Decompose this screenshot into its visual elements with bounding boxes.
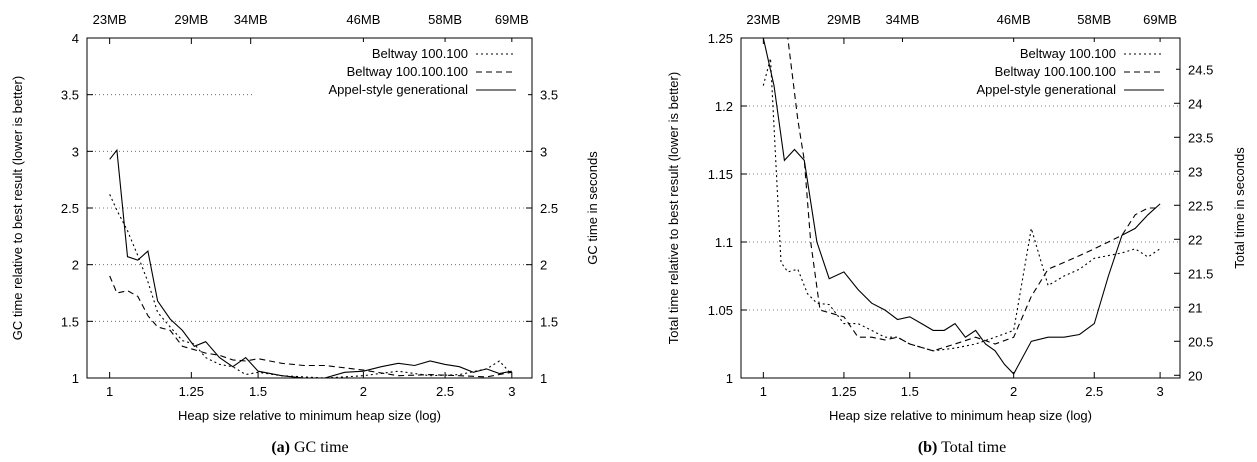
caption-text: GC time	[290, 439, 349, 456]
x-tick-label: 2	[1010, 384, 1017, 399]
plot-frame	[740, 37, 1181, 379]
y2-tick-label: 1.5	[540, 314, 558, 329]
y2-tick-label: 3.5	[540, 88, 558, 103]
top-tick-label: 23MB	[746, 12, 780, 27]
top-tick-label: 34MB	[885, 12, 919, 27]
x-tick-label: 3	[508, 384, 515, 399]
top-tick-label: 34MB	[234, 12, 268, 27]
y2-tick-label: 22	[1188, 232, 1202, 247]
figure-caption: (a) GC time	[271, 439, 348, 456]
y-tick-label: 1.5	[61, 314, 79, 329]
plot-area	[762, 38, 1161, 375]
y2-tick-label: 24.5	[1188, 62, 1213, 77]
chart-gc-time: 1 1.25 1.5 2 2.5 3 23MB 29MB 34MB 46MB 58MB 69MB 1 1.…	[10, 12, 600, 456]
x-tick-label: 1.25	[179, 384, 204, 399]
y2-tick-label: 24	[1188, 96, 1202, 111]
x-tick-label: 1	[106, 384, 113, 399]
legend-label: Appel-style generational	[329, 82, 469, 97]
y2-tick-label: 20	[1188, 368, 1202, 383]
y-tick-label: 1	[726, 371, 733, 386]
y-axis-label: Total time relative to best result (lowe…	[666, 72, 681, 344]
x-tick-label: 2.5	[436, 384, 454, 399]
y-tick-label: 1.25	[708, 31, 733, 46]
series-line-1	[763, 38, 1161, 352]
plot-area	[109, 148, 513, 378]
y-tick-label: 4	[72, 31, 79, 46]
x-tick-label: 2.5	[1085, 384, 1103, 399]
top-tick-label: 69MB	[1143, 12, 1177, 27]
y2-tick-label: 23.5	[1188, 130, 1213, 145]
x-tick-label: 1	[760, 384, 767, 399]
y2-tick-label: 22.5	[1188, 198, 1213, 213]
y2-tick-label: 20.5	[1188, 334, 1213, 349]
y-tick-label: 3	[72, 144, 79, 159]
y2-tick-label: 23	[1188, 164, 1202, 179]
y-axis-label: GC time relative to best result (lower i…	[10, 76, 25, 340]
y-tick-label: 1	[72, 371, 79, 386]
series-line-0	[109, 194, 513, 378]
y2-tick-label: 2	[540, 258, 547, 273]
top-tick-label: 29MB	[174, 12, 208, 27]
x-tick-label: 1.5	[249, 384, 267, 399]
figure-caption: (b) Total time	[918, 439, 1006, 456]
legend-label: Beltway 100.100.100	[995, 64, 1116, 79]
legend-label: Beltway 100.100	[1020, 46, 1116, 61]
top-tick-label: 69MB	[495, 12, 529, 27]
caption-prefix: (b)	[918, 439, 938, 456]
top-tick-label: 58MB	[428, 12, 462, 27]
legend-label: Appel-style generational	[977, 82, 1117, 97]
caption-text: Total time	[937, 439, 1006, 456]
y2-axis-label: GC time in seconds	[585, 151, 600, 265]
legend-label: Beltway 100.100	[372, 46, 468, 61]
x-tick-label: 1.5	[901, 384, 919, 399]
x-tick-label: 3	[1156, 384, 1163, 399]
y2-tick-label: 21	[1188, 300, 1202, 315]
y2-tick-label: 21.5	[1188, 266, 1213, 281]
y-tick-label: 3.5	[61, 88, 79, 103]
y-tick-label: 1.15	[708, 167, 733, 182]
caption-prefix: (a)	[271, 439, 290, 456]
legend-label: Beltway 100.100.100	[347, 64, 468, 79]
series-line-2	[109, 148, 512, 378]
y-tick-label: 1.2	[715, 99, 733, 114]
x-tick-label: 2	[360, 384, 367, 399]
top-tick-label: 23MB	[93, 12, 127, 27]
series-line-1	[109, 275, 512, 378]
top-tick-label: 46MB	[346, 12, 380, 27]
top-tick-label: 29MB	[827, 12, 861, 27]
y2-tick-label: 1	[540, 371, 547, 386]
x-tick-label: 1.25	[831, 384, 856, 399]
y-tick-label: 2	[72, 258, 79, 273]
y-tick-label: 1.05	[708, 303, 733, 318]
top-tick-label: 58MB	[1077, 12, 1111, 27]
y2-tick-label: 2.5	[540, 201, 558, 216]
x-axis-label: Heap size relative to minimum heap size …	[829, 408, 1092, 423]
y-tick-label: 1.1	[715, 235, 733, 250]
top-tick-label: 46MB	[997, 12, 1031, 27]
series-line-2	[762, 38, 1161, 375]
y2-tick-label: 3	[540, 144, 547, 159]
series-line-0	[762, 58, 1161, 352]
y2-axis-label: Total time in seconds	[1232, 147, 1247, 269]
x-axis-label: Heap size relative to minimum heap size …	[178, 408, 441, 423]
y-tick-label: 2.5	[61, 201, 79, 216]
